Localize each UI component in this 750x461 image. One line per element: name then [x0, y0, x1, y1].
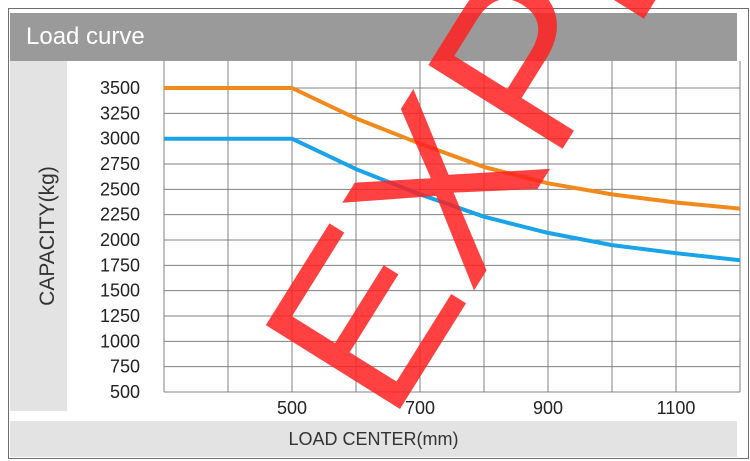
y-tick-label: 3000 [100, 129, 140, 149]
x-tick-label: 1100 [657, 398, 696, 418]
y-tick-label: 2250 [100, 205, 140, 225]
chart-frame [8, 8, 749, 459]
y-tick-label: 3250 [100, 103, 140, 123]
x-tick-labels: 500 700 900 1100 [277, 398, 695, 418]
y-tick-label: 2000 [100, 230, 140, 250]
y-tick-label: 1750 [100, 255, 140, 275]
x-axis-label: LOAD CENTER(mm) [10, 421, 737, 457]
y-tick-label: 750 [110, 357, 140, 377]
y-tick-label: 1250 [100, 306, 140, 326]
y-tick-label: 500 [110, 382, 140, 402]
y-tick-label: 2500 [100, 179, 140, 199]
chart-title: Load curve [10, 13, 737, 61]
series-line-2 [164, 136, 741, 263]
y-tick-label: 1000 [100, 331, 140, 351]
x-tick-label: 700 [405, 398, 435, 418]
x-tick-label: 900 [533, 398, 563, 418]
y-tick-label: 2750 [100, 154, 140, 174]
y-tick-label: 3500 [100, 78, 140, 98]
y-tick-label: 1500 [100, 281, 140, 301]
series-layer [164, 86, 741, 263]
watermark-text: EXPL [214, 0, 744, 451]
y-tick-labels: 500 750 1000 1250 1500 1750 2000 2250 2500 2750 30… [100, 78, 140, 402]
x-tick-label: 500 [277, 398, 307, 418]
y-axis-panel [10, 61, 67, 411]
series-line-1 [164, 86, 741, 211]
